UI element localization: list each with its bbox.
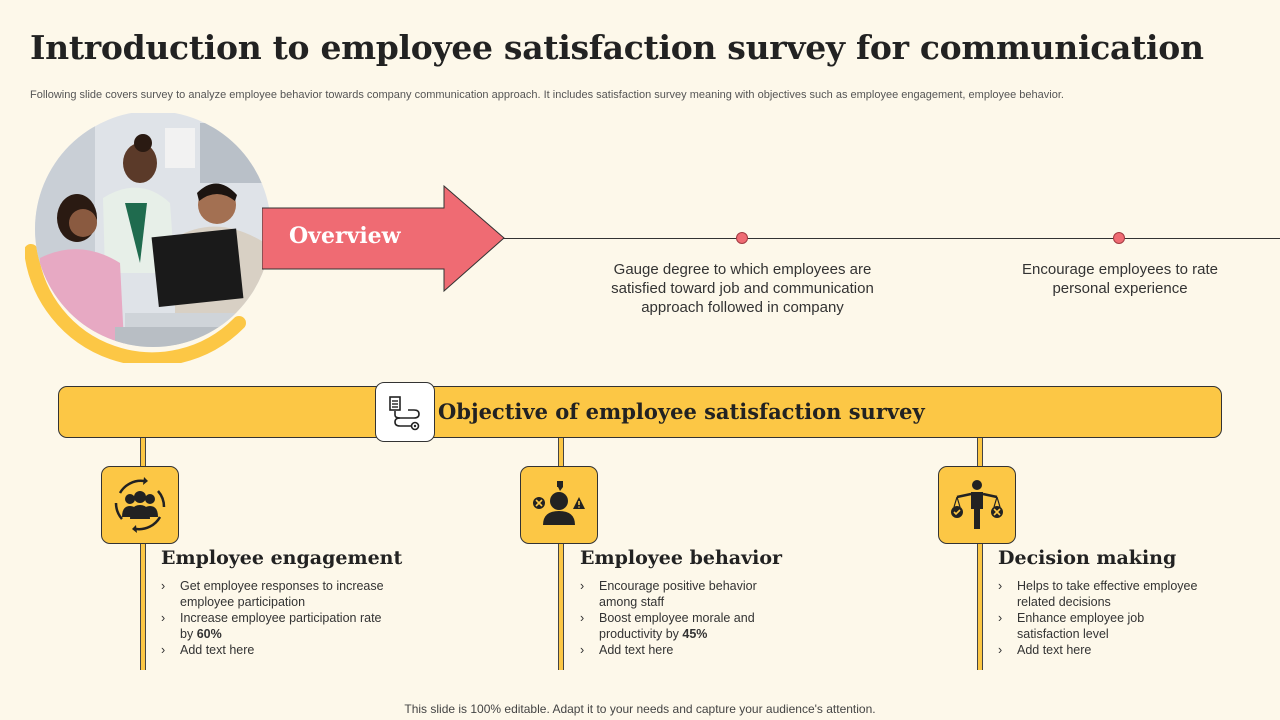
timeline-line — [503, 238, 1280, 239]
overview-point: Encourage employees to rate personal exp… — [1022, 261, 1218, 297]
timeline-dot — [736, 232, 748, 244]
balance-person-icon — [938, 466, 1016, 544]
bullet-item: Add text here — [161, 642, 391, 658]
overview-arrow — [262, 185, 505, 293]
objective-bar — [58, 386, 1222, 438]
column-title: Employee behavior — [580, 547, 783, 569]
overview-label: Overview — [289, 223, 401, 249]
column-line — [558, 438, 564, 670]
footer-note: This slide is 100% editable. Adapt it to… — [404, 702, 876, 716]
column-line — [977, 438, 983, 670]
survey-icon — [375, 382, 435, 442]
bullet-item: Get employee responses to increase emplo… — [161, 578, 391, 610]
page-title: Introduction to employee satisfaction su… — [30, 28, 1204, 67]
overview-point: Gauge degree to which employees are sati… — [611, 261, 874, 316]
column-title: Employee engagement — [161, 547, 403, 569]
bullet-item: Boost employee morale and productivity b… — [580, 610, 780, 642]
page-subtitle: Following slide covers survey to analyze… — [30, 89, 1064, 101]
bullet-item: Helps to take effective employee related… — [998, 578, 1198, 610]
bullet-item: Encourage positive behavior among staff — [580, 578, 780, 610]
bullet-list: Helps to take effective employee related… — [998, 578, 1198, 658]
column-title: Decision making — [998, 547, 1177, 569]
bullet-item: Enhance employee job satisfaction level — [998, 610, 1198, 642]
bullet-list: Encourage positive behavior among staff … — [580, 578, 780, 658]
bullet-list: Get employee responses to increase emplo… — [161, 578, 391, 658]
bullet-item: Increase employee participation rate by … — [161, 610, 391, 642]
team-photo — [25, 113, 275, 363]
column-line — [140, 438, 146, 670]
bullet-item: Add text here — [998, 642, 1198, 658]
objective-title: Objective of employee satisfaction surve… — [438, 399, 925, 424]
bullet-item: Add text here — [580, 642, 780, 658]
behavior-icon — [520, 466, 598, 544]
timeline-dot — [1113, 232, 1125, 244]
team-cycle-icon — [101, 466, 179, 544]
